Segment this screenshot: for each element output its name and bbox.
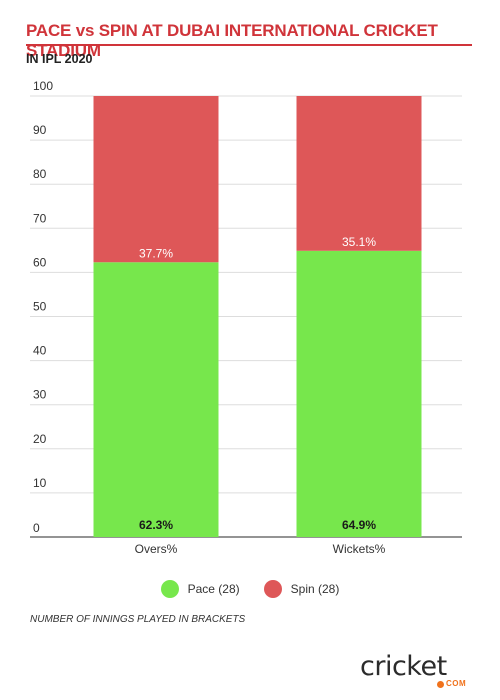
y-tick-label: 10	[33, 476, 47, 490]
y-tick-label: 60	[33, 255, 47, 269]
stacked-bar-chart: 0 10 20 30 40 50 60 70 80 90 100 62.3% 37.7% 64.9% 35…	[30, 79, 462, 556]
x-tick-label: Wickets%	[333, 542, 386, 556]
y-tick-label: 100	[33, 79, 53, 93]
legend-swatch-spin	[263, 580, 282, 598]
data-label-spin-1: 35.1%	[342, 235, 376, 249]
y-tick-label: 30	[33, 388, 47, 402]
y-tick-label: 20	[33, 432, 47, 446]
y-tick-label: 50	[33, 300, 47, 314]
data-label-spin-0: 37.7%	[139, 246, 173, 260]
legend-label-pace: Pace (28)	[187, 582, 240, 596]
data-label-pace-1: 64.9%	[342, 518, 376, 532]
y-tick-label: 40	[33, 344, 47, 358]
legend-label-spin: Spin (28)	[290, 582, 340, 596]
legend: Pace (28) Spin (28)	[0, 580, 500, 598]
y-axis-ticks: 0 10 20 30 40 50 60 70 80 90 100	[33, 79, 53, 535]
x-axis-ticks: Overs% Wickets%	[135, 542, 386, 556]
legend-item-pace[interactable]: Pace (28)	[160, 580, 240, 598]
legend-item-spin[interactable]: Spin (28)	[263, 580, 340, 598]
cricket-logo: cricket	[360, 651, 447, 682]
y-tick-label: 80	[33, 167, 47, 181]
chart-subtitle: IN IPL 2020	[26, 52, 93, 66]
bar-pace-1	[296, 250, 422, 537]
bars	[93, 96, 422, 537]
data-label-pace-0: 62.3%	[139, 518, 173, 532]
y-tick-label: 0	[33, 521, 40, 535]
y-tick-label: 90	[33, 123, 47, 137]
title-underline	[26, 44, 472, 46]
logo-dot-icon	[437, 681, 444, 688]
x-tick-label: Overs%	[135, 542, 178, 556]
bar-spin-1	[296, 96, 422, 251]
bar-pace-0	[93, 262, 219, 537]
y-tick-label: 70	[33, 211, 47, 225]
bar-spin-0	[93, 96, 219, 263]
legend-swatch-pace	[160, 580, 179, 598]
logo-suffix: COM	[446, 679, 467, 688]
data-labels: 62.3% 37.7% 64.9% 35.1%	[139, 235, 376, 532]
footnote: NUMBER OF INNINGS PLAYED IN BRACKETS	[30, 614, 246, 625]
